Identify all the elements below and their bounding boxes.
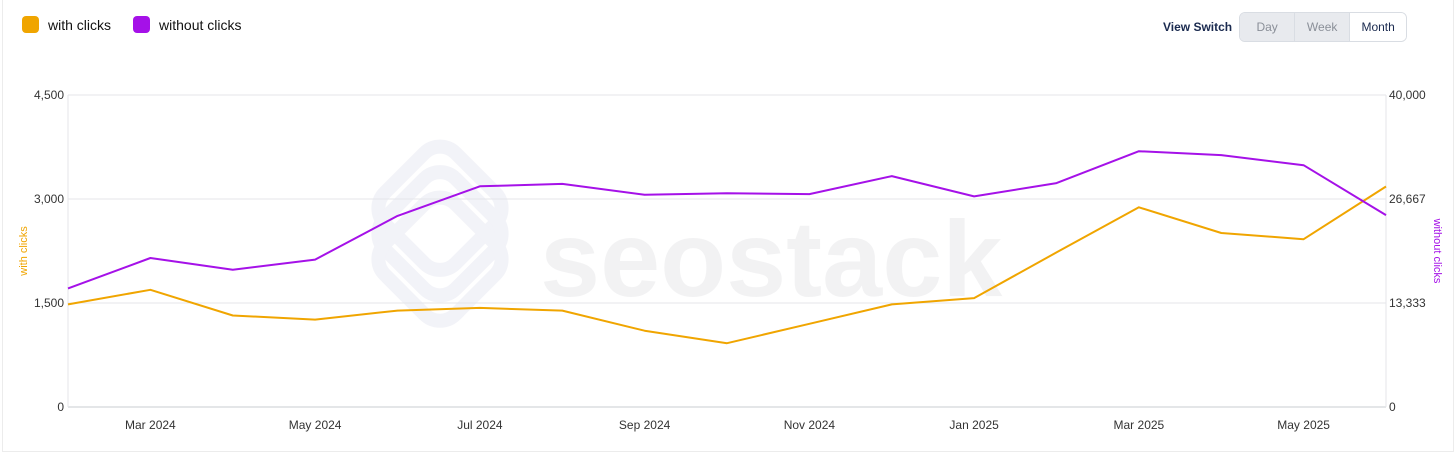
watermark-logo-ring — [371, 165, 509, 303]
watermark-logo-ring — [371, 190, 509, 328]
y-right-tick-label: 0 — [1389, 400, 1396, 414]
x-tick-label: Jul 2024 — [457, 418, 503, 432]
series-line-with-clicks — [67, 185, 1387, 345]
y-left-tick-label: 0 — [57, 400, 64, 414]
y-right-tick-label: 40,000 — [1389, 88, 1426, 102]
x-tick-label: Jan 2025 — [949, 418, 999, 432]
x-tick-label: May 2025 — [1277, 418, 1330, 432]
watermark-text: seostack — [540, 198, 1003, 319]
legend-item-without-clicks[interactable]: without clicks — [133, 16, 241, 33]
y-right-axis-title: without clicks — [1431, 218, 1443, 284]
view-switch-segmented-control: Day Week Month — [1239, 12, 1408, 42]
legend-swatch-with-clicks — [22, 16, 39, 33]
x-tick-label: Mar 2024 — [125, 418, 176, 432]
view-switch-label: View Switch — [1163, 20, 1233, 34]
legend: with clicks without clicks — [22, 16, 241, 33]
x-tick-label: Nov 2024 — [784, 418, 836, 432]
y-left-tick-label: 4,500 — [34, 88, 64, 102]
y-right-tick-label: 26,667 — [1389, 192, 1426, 206]
y-left-tick-label: 3,000 — [34, 192, 64, 206]
x-tick-label: May 2024 — [289, 418, 342, 432]
series-line-without-clicks — [67, 150, 1387, 290]
view-switch-week-button[interactable]: Week — [1295, 13, 1351, 41]
watermark-logo-ring — [371, 139, 509, 277]
x-tick-label: Sep 2024 — [619, 418, 671, 432]
legend-item-with-clicks[interactable]: with clicks — [22, 16, 111, 33]
view-switch-day-button[interactable]: Day — [1240, 13, 1296, 41]
legend-label-with-clicks: with clicks — [48, 16, 112, 33]
view-switch-month-button[interactable]: Month — [1350, 13, 1407, 41]
legend-label-without-clicks: without clicks — [159, 16, 242, 33]
x-tick-label: Mar 2025 — [1114, 418, 1165, 432]
watermark-logo — [371, 139, 509, 328]
legend-swatch-without-clicks — [133, 16, 151, 33]
view-switch: View Switch Day Week Month — [1163, 12, 1408, 42]
y-left-tick-label: 1,500 — [34, 296, 64, 310]
y-left-axis-title: with clicks — [18, 226, 30, 277]
y-right-tick-label: 13,333 — [1389, 296, 1426, 310]
